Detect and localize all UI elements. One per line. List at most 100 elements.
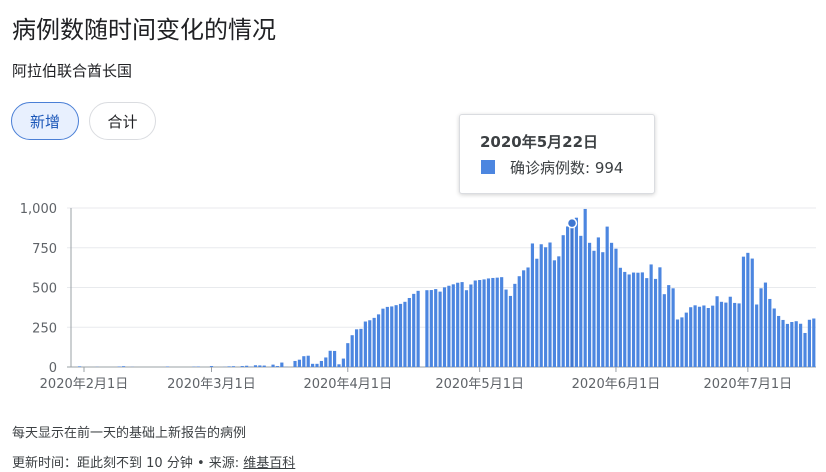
bar[interactable] [442, 287, 447, 367]
bar[interactable] [592, 250, 596, 367]
bar[interactable] [596, 237, 600, 367]
bar[interactable] [693, 305, 697, 367]
bar[interactable] [649, 264, 653, 367]
bar[interactable] [697, 306, 702, 367]
bar[interactable] [706, 308, 710, 367]
bar[interactable] [539, 244, 543, 367]
bar[interactable] [482, 279, 486, 367]
bar[interactable] [227, 366, 231, 367]
bar[interactable] [777, 315, 781, 367]
bar[interactable] [500, 277, 504, 367]
bar[interactable] [636, 272, 640, 367]
bar[interactable] [341, 358, 345, 367]
bar[interactable] [772, 308, 776, 367]
bar[interactable] [737, 303, 741, 367]
bar[interactable] [667, 285, 671, 367]
bar[interactable] [570, 223, 574, 367]
bar[interactable] [333, 350, 337, 367]
bar[interactable] [359, 328, 363, 367]
bar[interactable] [447, 285, 451, 367]
bar[interactable] [517, 276, 521, 367]
bar[interactable] [328, 350, 332, 367]
bar[interactable] [658, 267, 662, 367]
bar[interactable] [623, 271, 627, 367]
bar[interactable] [78, 366, 82, 367]
bar[interactable] [486, 278, 491, 367]
bar[interactable] [434, 289, 438, 367]
bar[interactable] [812, 318, 816, 368]
bar[interactable] [741, 256, 746, 367]
bar[interactable] [759, 288, 763, 367]
bar[interactable] [689, 307, 693, 367]
bar[interactable] [412, 293, 416, 367]
bar[interactable] [425, 290, 429, 367]
bar[interactable] [715, 296, 719, 367]
bar[interactable] [315, 363, 319, 367]
bar[interactable] [552, 260, 556, 367]
bar[interactable] [390, 306, 394, 367]
bar[interactable] [719, 301, 724, 367]
bar[interactable] [407, 297, 411, 367]
bar[interactable] [508, 295, 513, 367]
bar[interactable] [609, 242, 614, 367]
bar[interactable] [231, 366, 236, 367]
bar[interactable] [702, 305, 706, 367]
bar[interactable] [438, 291, 442, 367]
bar[interactable] [548, 242, 552, 368]
bar[interactable] [271, 364, 275, 367]
bar[interactable] [473, 280, 477, 368]
bar[interactable] [680, 317, 684, 367]
bar[interactable] [799, 323, 803, 367]
bar[interactable] [561, 235, 565, 367]
bar[interactable] [807, 319, 811, 367]
bar[interactable] [522, 270, 526, 367]
bar[interactable] [416, 290, 420, 367]
bar[interactable] [346, 343, 350, 367]
bar[interactable] [280, 362, 284, 367]
bar[interactable] [763, 282, 768, 367]
bar[interactable] [662, 294, 666, 367]
bar[interactable] [354, 329, 359, 367]
bar[interactable] [478, 280, 482, 367]
bar[interactable] [627, 274, 631, 367]
bar[interactable] [337, 364, 341, 367]
bar[interactable] [253, 365, 258, 367]
bar[interactable] [785, 323, 790, 367]
bar[interactable] [495, 277, 499, 367]
bar[interactable] [394, 305, 398, 367]
bar[interactable] [209, 366, 214, 367]
bar[interactable] [368, 320, 372, 367]
bar[interactable] [504, 289, 508, 367]
bar[interactable] [398, 303, 403, 367]
bar[interactable] [513, 283, 517, 367]
bar[interactable] [275, 366, 280, 367]
bar[interactable] [653, 278, 658, 367]
bar[interactable] [491, 277, 495, 367]
bar[interactable] [324, 357, 328, 367]
bar[interactable] [755, 304, 759, 367]
bar[interactable] [618, 267, 622, 367]
bar[interactable] [574, 217, 578, 367]
bar[interactable] [403, 301, 407, 367]
bar[interactable] [579, 235, 583, 367]
bar[interactable] [381, 308, 385, 367]
bar[interactable] [302, 356, 306, 367]
bar[interactable] [385, 306, 389, 367]
bar[interactable] [684, 312, 688, 367]
bar[interactable] [671, 288, 675, 367]
cases-bar-chart[interactable]: 0 250 500 750 1,000 2020年2月1日 2020年3月1日 2020年4… [0, 190, 826, 410]
bar[interactable] [293, 360, 297, 367]
bar[interactable] [544, 247, 548, 367]
bar[interactable] [631, 272, 636, 367]
bar[interactable] [535, 258, 539, 367]
bar[interactable] [768, 298, 772, 367]
bar[interactable] [469, 284, 473, 367]
bar[interactable] [728, 296, 732, 367]
bar[interactable] [297, 359, 301, 367]
bar[interactable] [121, 366, 126, 367]
bar[interactable] [675, 319, 680, 367]
bar[interactable] [464, 290, 469, 367]
toggle-total-cases-button[interactable]: 合计 [89, 102, 156, 140]
bar[interactable] [530, 243, 535, 367]
bar[interactable] [640, 272, 644, 367]
